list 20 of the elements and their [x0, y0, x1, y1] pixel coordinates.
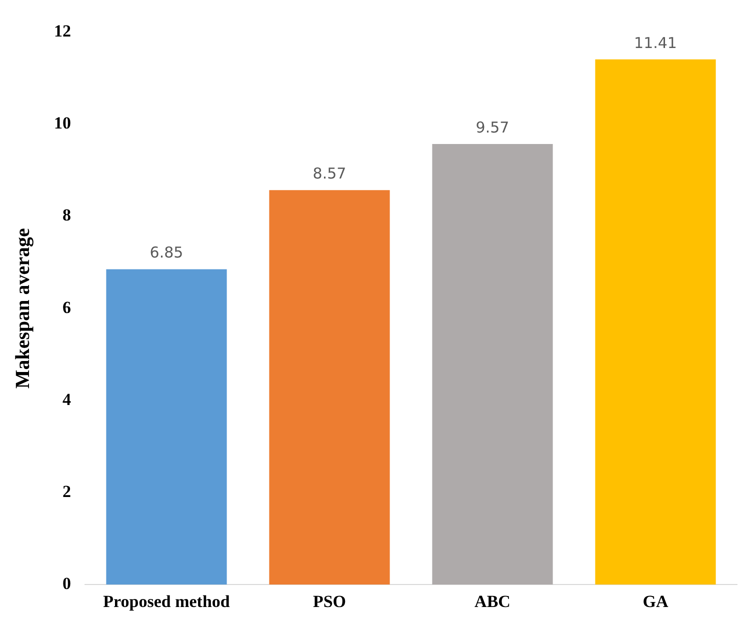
- y-tick-label: 2: [62, 482, 71, 501]
- x-tick-label: PSO: [312, 592, 346, 612]
- data-label: 8.57: [312, 164, 346, 182]
- bar: [432, 144, 553, 585]
- y-tick-label: 4: [62, 390, 72, 409]
- y-tick-label: 6: [62, 298, 71, 317]
- x-tick-label: Proposed method: [103, 592, 230, 612]
- bar: [106, 269, 227, 585]
- y-tick-label: 10: [54, 114, 71, 133]
- data-label: 11.41: [634, 34, 677, 52]
- y-tick-label: 12: [54, 22, 71, 41]
- data-label: 9.57: [476, 118, 510, 136]
- y-tick-label: 0: [62, 574, 71, 593]
- bar: [595, 59, 716, 585]
- x-tick-label: ABC: [474, 592, 510, 612]
- x-tick-label: GA: [642, 592, 669, 612]
- y-tick-label: 8: [62, 206, 71, 225]
- data-label: 6.85: [150, 244, 184, 262]
- y-axis-title: Makespan average: [12, 228, 34, 389]
- bar: [269, 190, 390, 585]
